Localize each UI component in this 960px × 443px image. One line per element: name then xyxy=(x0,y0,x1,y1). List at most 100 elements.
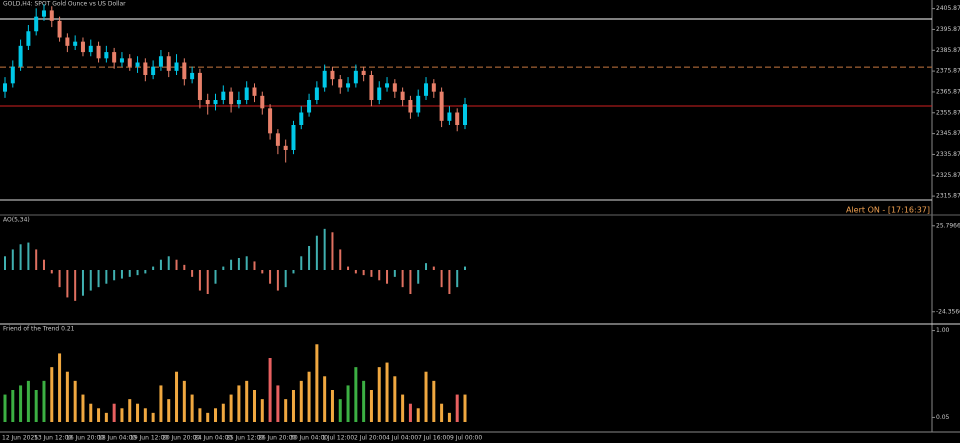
candle-body xyxy=(34,16,39,32)
trend-bar xyxy=(34,390,38,422)
histogram-bar xyxy=(136,270,139,276)
histogram-bar xyxy=(432,266,435,270)
histogram-bar xyxy=(347,266,350,270)
histogram-bar xyxy=(66,270,69,298)
trend-bar xyxy=(81,394,85,422)
candle-body xyxy=(307,100,312,113)
trend-bar xyxy=(112,403,116,422)
trend-bar xyxy=(136,403,140,422)
histogram-bar xyxy=(417,270,420,284)
candle-body xyxy=(158,56,163,67)
trend-bar xyxy=(463,394,467,422)
time-label: 16 Jun 20:00 xyxy=(66,435,104,442)
trend-bar xyxy=(260,399,264,422)
histogram-bar xyxy=(378,270,381,281)
trend-bar xyxy=(299,380,303,422)
trend-bar xyxy=(104,412,108,422)
histogram-bar xyxy=(315,235,318,270)
histogram-bar xyxy=(370,270,373,277)
candle-body xyxy=(338,79,343,88)
time-label: 2 Jul 20:00 xyxy=(354,435,386,442)
candle-body xyxy=(260,95,265,109)
candle-body xyxy=(408,100,413,113)
trend-bar xyxy=(284,399,288,422)
histogram-bar xyxy=(27,242,30,270)
time-label: 30 Jun 04:00 xyxy=(290,435,328,442)
histogram-bar xyxy=(409,270,412,294)
histogram-bar xyxy=(120,270,123,279)
trend-bar xyxy=(276,385,280,422)
histogram-bar xyxy=(284,270,287,288)
candle-body xyxy=(229,91,234,105)
y-tick-label: 2395.87 xyxy=(936,26,960,33)
histogram-bar xyxy=(448,270,451,294)
candle-body xyxy=(439,91,444,121)
histogram-bar xyxy=(354,270,357,274)
candle-body xyxy=(57,20,62,38)
histogram-bar xyxy=(253,261,256,270)
trend-bar xyxy=(447,412,451,422)
trend-bar xyxy=(252,390,256,422)
trend-bar xyxy=(151,412,155,422)
histogram-bar xyxy=(300,256,303,270)
candle-body xyxy=(197,72,202,100)
histogram-bar xyxy=(35,249,38,270)
histogram-bar xyxy=(222,266,225,270)
trend-bar xyxy=(58,353,62,422)
candle-body xyxy=(104,52,109,59)
histogram-bar xyxy=(425,263,428,270)
histogram-bar xyxy=(323,228,326,270)
candle-body xyxy=(236,100,241,105)
candle-body xyxy=(166,56,171,71)
histogram-bar xyxy=(11,249,14,270)
candle-body xyxy=(174,62,179,71)
histogram-bar xyxy=(206,270,209,294)
candle-body xyxy=(416,95,421,113)
candle-body xyxy=(447,112,452,121)
trend-bar xyxy=(175,371,179,422)
time-label: 24 Jun 04:00 xyxy=(194,435,232,442)
trend-bar xyxy=(307,371,311,422)
y-tick-label: -24.3566 xyxy=(936,308,960,315)
histogram-bar xyxy=(464,266,466,270)
trend-bar xyxy=(221,403,225,422)
trend-bar xyxy=(330,390,334,422)
time-label: 9 Jul 00:00 xyxy=(450,435,482,442)
trend-bar xyxy=(440,403,444,422)
candle-body xyxy=(353,70,358,84)
candle-body xyxy=(18,45,23,67)
time-label: 25 Jun 12:00 xyxy=(226,435,264,442)
trend-bar xyxy=(245,380,249,422)
indicator-title: AO(5,34) xyxy=(3,217,30,224)
chart-title: GOLD,H4: SPOT Gold Ounce vs US Dollar xyxy=(3,1,126,8)
trend-bar xyxy=(206,412,210,422)
histogram-bar xyxy=(456,270,459,288)
alert-status: Alert ON - [17:16:37] xyxy=(846,206,930,215)
trend-bar xyxy=(362,380,366,422)
histogram-bar xyxy=(167,256,170,270)
histogram-bar xyxy=(74,270,77,301)
histogram-bar xyxy=(339,249,342,270)
histogram-bar xyxy=(276,270,279,291)
y-tick-label: 1.00 xyxy=(936,327,950,334)
candle-body xyxy=(26,31,31,46)
candle-body xyxy=(10,66,15,84)
candle-body xyxy=(190,72,195,80)
candle-body xyxy=(330,70,335,80)
candle-body xyxy=(221,91,226,100)
histogram-bar xyxy=(308,246,311,270)
histogram-bar xyxy=(269,270,272,284)
trend-bar xyxy=(182,380,186,422)
histogram-bar xyxy=(393,270,396,277)
trend-bar xyxy=(19,385,23,422)
candle-body xyxy=(73,41,78,46)
histogram-bar xyxy=(159,259,162,270)
candle-body xyxy=(80,41,85,53)
histogram-bar xyxy=(245,256,248,270)
histogram-bar xyxy=(237,258,240,270)
y-tick-label: 0.05 xyxy=(936,414,950,421)
candle-body xyxy=(299,112,304,125)
histogram-bar xyxy=(198,270,201,291)
trend-bar xyxy=(424,371,428,422)
